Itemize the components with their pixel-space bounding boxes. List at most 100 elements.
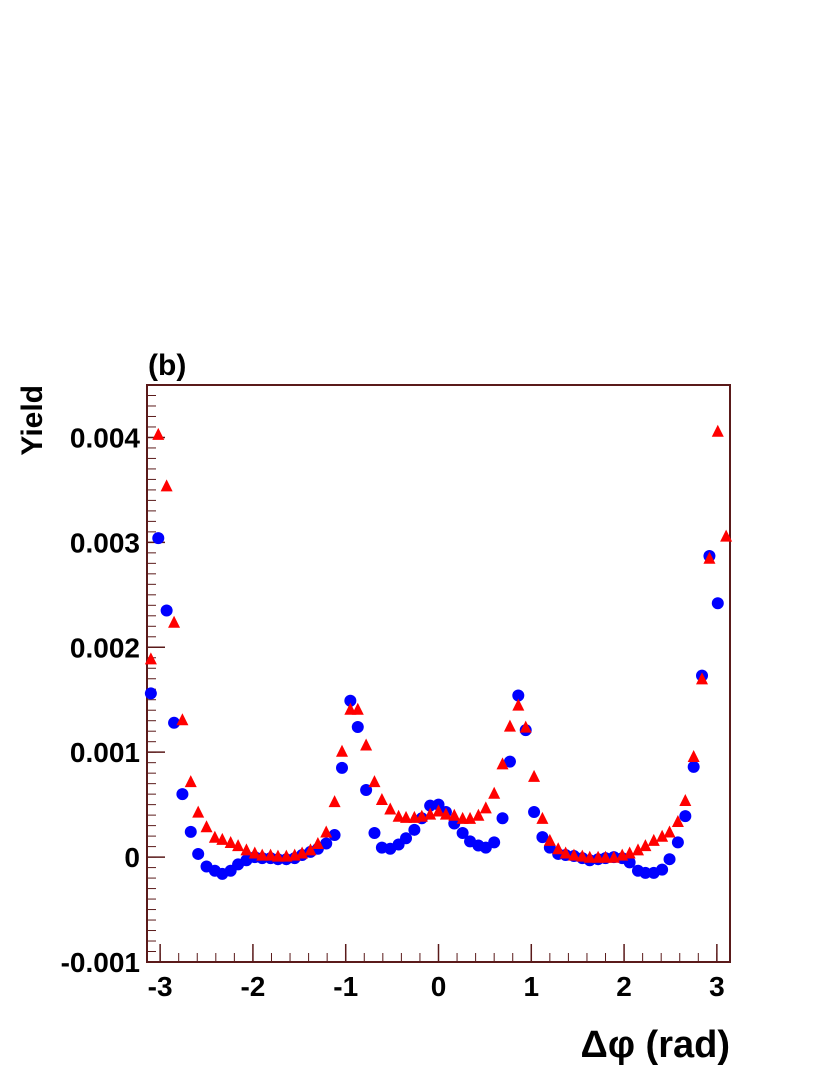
data-point-circle: [639, 866, 652, 879]
data-point-triangle: [384, 802, 397, 815]
data-point-triangle: [671, 815, 684, 828]
data-point-triangle: [543, 833, 556, 846]
data-point-triangle: [424, 807, 437, 820]
x-tick-label: 2: [616, 971, 632, 1002]
data-point-circle: [184, 825, 197, 838]
data-point-triangle: [512, 698, 525, 711]
data-point-triangle: [168, 615, 181, 628]
y-tick-label: 0.001: [70, 737, 140, 768]
data-point-circle: [408, 823, 421, 836]
data-point-triangle: [184, 775, 197, 788]
data-point-triangle: [336, 744, 349, 757]
x-tick-label: 3: [709, 971, 725, 1002]
data-point-triangle: [271, 849, 284, 862]
data-point-circle: [400, 832, 413, 845]
data-point-triangle: [647, 833, 660, 846]
data-point-circle: [336, 761, 349, 774]
data-point-circle: [512, 689, 525, 702]
data-point-triangle: [192, 805, 205, 818]
data-point-circle: [328, 829, 341, 842]
data-point-triangle: [639, 839, 652, 852]
data-point-triangle: [232, 839, 245, 852]
data-point-triangle: [552, 842, 565, 855]
data-point-circle: [144, 687, 157, 700]
data-point-triangle: [224, 836, 237, 849]
data-point-triangle: [200, 820, 213, 833]
data-point-triangle: [687, 749, 700, 762]
data-point-triangle: [144, 652, 157, 665]
data-point-circle: [687, 760, 700, 773]
data-point-triangle: [311, 837, 324, 850]
data-point-triangle: [711, 424, 724, 437]
data-point-triangle: [351, 702, 364, 715]
data-point-triangle: [328, 795, 341, 808]
data-point-triangle: [296, 846, 309, 859]
y-axis: -0.001 0 0.001 0.002 0.003 0.004: [61, 384, 165, 978]
data-point-circle: [168, 716, 181, 729]
data-point-triangle: [152, 427, 165, 440]
data-point-circle: [320, 837, 333, 850]
x-tick-label: -1: [333, 971, 358, 1002]
data-point-triangle: [559, 846, 572, 859]
y-tick-label: 0.004: [70, 422, 140, 453]
data-point-triangle: [368, 775, 381, 788]
x-tick-label: -3: [148, 971, 173, 1002]
data-point-triangle: [264, 848, 277, 861]
data-point-circle: [368, 826, 381, 839]
y-tick-label: 0.002: [70, 632, 140, 663]
data-point-triangle: [631, 843, 644, 856]
data-point-triangle: [392, 809, 405, 822]
x-tick-label: -2: [240, 971, 265, 1002]
data-point-circle: [176, 788, 189, 801]
data-point-triangle: [488, 786, 501, 799]
x-axis: -3 -2 -1 0 1 2 3: [148, 944, 725, 1002]
data-point-triangle: [703, 551, 716, 564]
data-point-circle: [496, 812, 509, 825]
data-point-circle: [711, 597, 724, 610]
data-point-triangle: [720, 529, 733, 542]
y-tick-label: -0.001: [61, 947, 140, 978]
data-point-triangle: [360, 738, 373, 751]
y-tick-label: 0: [124, 842, 140, 873]
data-point-triangle: [240, 843, 253, 856]
data-point-triangle: [375, 793, 388, 805]
data-point-triangle: [528, 769, 541, 782]
data-point-triangle: [567, 848, 580, 861]
data-point-triangle: [464, 811, 477, 824]
data-point-circle: [160, 604, 173, 617]
data-point-triangle: [656, 829, 669, 842]
panel-label: (b): [148, 349, 186, 382]
data-point-triangle: [503, 719, 516, 732]
data-point-triangle: [160, 479, 173, 492]
data-point-triangle: [583, 850, 596, 863]
data-point-triangle: [280, 849, 293, 862]
data-point-triangle: [696, 672, 709, 685]
data-point-triangle: [208, 830, 221, 843]
data-point-circle: [351, 721, 364, 734]
data-point-circle: [456, 826, 469, 839]
y-tick-label: 0.003: [70, 527, 140, 558]
data-point-triangle: [599, 850, 612, 863]
data-point-triangle: [448, 808, 461, 821]
data-point-circle: [528, 805, 541, 818]
data-point-triangle: [519, 720, 532, 733]
data-point-triangle: [176, 713, 189, 726]
data-point-circle: [488, 836, 501, 849]
data-point-triangle: [472, 808, 485, 821]
data-point-triangle: [479, 801, 492, 814]
data-point-circle: [344, 694, 357, 707]
data-point-circle: [152, 532, 165, 545]
data-point-triangle: [439, 807, 452, 820]
data-point-circle: [656, 863, 669, 876]
data-point-circle: [663, 853, 676, 866]
data-point-triangle: [623, 846, 636, 859]
data-point-triangle: [576, 849, 589, 862]
data-point-triangle: [496, 757, 509, 770]
data-markers: [144, 424, 733, 880]
data-point-circle: [671, 836, 684, 849]
data-point-circle: [536, 831, 549, 844]
data-point-triangle: [432, 804, 445, 817]
x-axis-title: Δφ (rad): [581, 1024, 731, 1066]
data-point-triangle: [536, 811, 549, 824]
